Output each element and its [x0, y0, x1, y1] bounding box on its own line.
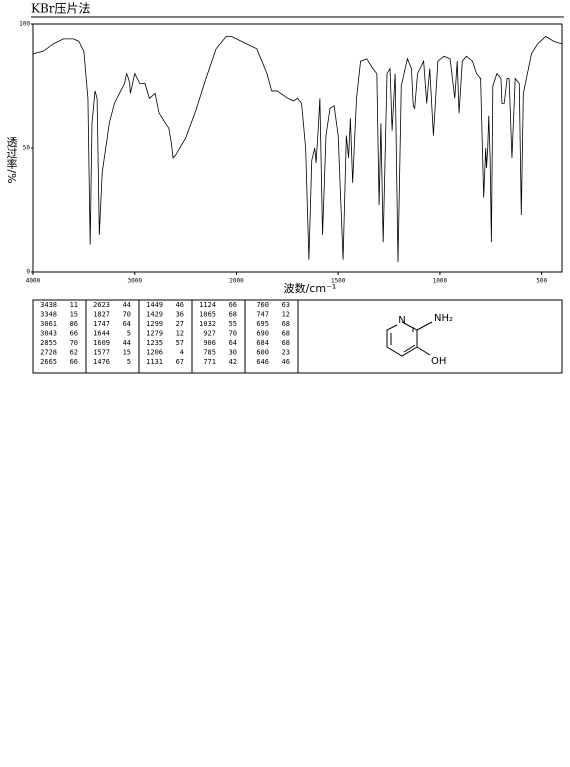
peak-wavenumber: 600: [256, 349, 269, 357]
peak-wavenumber: 646: [256, 358, 269, 366]
spectrum-line: [32, 35, 563, 263]
peak-transmittance: 44: [123, 339, 131, 347]
hydroxy-label: OH: [431, 356, 446, 367]
peak-transmittance: 70: [123, 311, 131, 319]
peak-transmittance: 55: [229, 320, 237, 328]
peak-wavenumber: 1747: [93, 320, 110, 328]
peak-wavenumber: 2665: [40, 358, 57, 366]
peak-transmittance: 68: [282, 330, 290, 338]
peak-transmittance: 15: [70, 311, 78, 319]
peak-wavenumber: 1032: [199, 320, 216, 328]
x-tick-label: 500: [536, 278, 547, 285]
chart-title: KBr压片法: [31, 2, 91, 16]
x-tick-label: 1500: [331, 278, 346, 285]
peak-wavenumber: 2728: [40, 349, 57, 357]
peak-wavenumber: 906: [203, 339, 216, 347]
peak-wavenumber: 1644: [93, 330, 110, 338]
y-tick-label: 50: [23, 145, 31, 152]
peak-wavenumber: 1124: [199, 301, 216, 309]
amino-bond: [416, 321, 433, 331]
peak-wavenumber: 695: [256, 320, 269, 328]
peak-wavenumber: 3348: [40, 311, 57, 319]
peak-transmittance: 70: [229, 330, 237, 338]
peak-transmittance: 5: [127, 358, 131, 366]
peak-transmittance: 42: [229, 358, 237, 366]
peak-transmittance: 11: [70, 301, 78, 309]
x-axis-label: 波数/cm⁻¹: [284, 282, 337, 295]
peak-wavenumber: 2623: [93, 301, 110, 309]
peak-transmittance: 64: [123, 320, 131, 328]
peak-wavenumber: 927: [203, 330, 216, 338]
peak-wavenumber: 747: [256, 311, 269, 319]
peak-transmittance: 36: [176, 311, 184, 319]
y-tick-label: 100: [19, 21, 30, 28]
peak-transmittance: 12: [282, 311, 290, 319]
peak-wavenumber: 1429: [146, 311, 163, 319]
peak-wavenumber: 1449: [146, 301, 163, 309]
y-tick-label: 0: [26, 269, 30, 276]
peak-wavenumber: 1206: [146, 349, 163, 357]
peak-transmittance: 27: [176, 320, 184, 328]
peak-transmittance: 62: [70, 349, 78, 357]
peak-transmittance: 70: [70, 339, 78, 347]
peak-wavenumber: 760: [256, 301, 269, 309]
peak-transmittance: 66: [70, 330, 78, 338]
hydroxy-bond: [416, 346, 431, 356]
peak-wavenumber: 1131: [146, 358, 163, 366]
peak-wavenumber: 3438: [40, 301, 57, 309]
x-tick-label: 3000: [128, 278, 143, 285]
peak-transmittance: 66: [229, 301, 237, 309]
peak-transmittance: 68: [229, 311, 237, 319]
peak-transmittance: 67: [176, 358, 184, 366]
peak-transmittance: 5: [127, 330, 131, 338]
peak-wavenumber: 1577: [93, 349, 110, 357]
structure: [386, 321, 433, 357]
peak-transmittance: 4: [180, 349, 184, 357]
peak-wavenumber: 3043: [40, 330, 57, 338]
x-tick-label: 2000: [229, 278, 244, 285]
peak-wavenumber: 3061: [40, 320, 57, 328]
peak-transmittance: 46: [282, 358, 290, 366]
peak-transmittance: 86: [70, 320, 78, 328]
peak-transmittance: 23: [282, 349, 290, 357]
peak-wavenumber: 1279: [146, 330, 163, 338]
peak-transmittance: 15: [123, 349, 131, 357]
peak-wavenumber: 771: [203, 358, 216, 366]
peak-wavenumber: 690: [256, 330, 269, 338]
peak-wavenumber: 1609: [93, 339, 110, 347]
peak-transmittance: 46: [176, 301, 184, 309]
peak-wavenumber: 1235: [146, 339, 163, 347]
peak-wavenumber: 2855: [40, 339, 57, 347]
amino-label: NH₂: [434, 313, 453, 324]
peak-wavenumber: 1476: [93, 358, 110, 366]
peak-wavenumber: 785: [203, 349, 216, 357]
ring-atom-label: N: [398, 315, 405, 326]
peak-transmittance: 68: [282, 320, 290, 328]
y-axis-label: 透过率/%: [5, 136, 18, 183]
peak-wavenumber: 684: [256, 339, 269, 347]
peak-transmittance: 57: [176, 339, 184, 347]
ring-double-bond: [403, 344, 416, 353]
peak-transmittance: 68: [282, 339, 290, 347]
peak-wavenumber: 1827: [93, 311, 110, 319]
peak-transmittance: 64: [229, 339, 237, 347]
x-tick-label: 1000: [433, 278, 448, 285]
peak-wavenumber: 1065: [199, 311, 216, 319]
peak-transmittance: 30: [229, 349, 237, 357]
peak-transmittance: 12: [176, 330, 184, 338]
peak-wavenumber: 1299: [146, 320, 163, 328]
peak-transmittance: 63: [282, 301, 290, 309]
peak-transmittance: 66: [70, 358, 78, 366]
peak-transmittance: 44: [123, 301, 131, 309]
x-tick-label: 4000: [26, 278, 41, 285]
